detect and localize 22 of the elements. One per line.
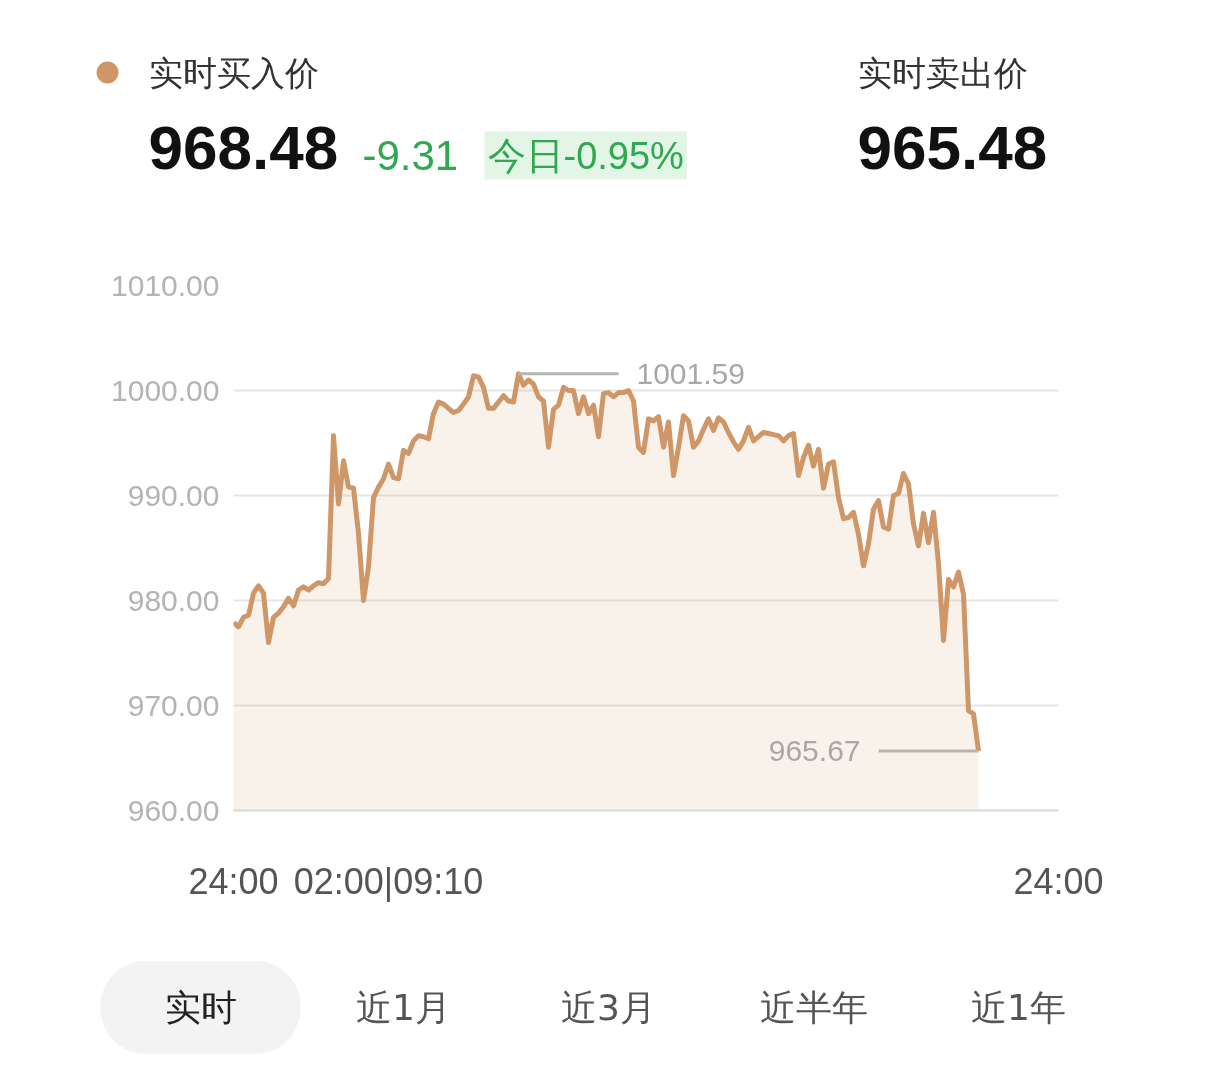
- text: 968.48: [148, 112, 339, 182]
- x-tick-label: 02:00|09:10: [293, 860, 484, 902]
- y-tick-label: 960.00: [127, 793, 220, 827]
- data-label: 1001.59: [636, 356, 745, 390]
- text: 近1月: [356, 987, 451, 1028]
- y-tick-label: 990.00: [127, 478, 220, 512]
- text: 近3月: [561, 987, 656, 1028]
- y-tick-label: 1010.00: [111, 268, 220, 302]
- text: 近半年: [759, 987, 868, 1028]
- y-tick-label: 1000.00: [111, 373, 220, 407]
- text: 实时卖出价: [857, 53, 1028, 92]
- data-label: 965.67: [768, 733, 861, 767]
- text: 实时: [164, 987, 237, 1028]
- text: -9.31: [362, 132, 459, 179]
- y-tick-label: 970.00: [127, 688, 220, 722]
- text: 今日-0.95%: [487, 134, 684, 177]
- text: 965.48: [857, 112, 1048, 182]
- legend-label: 实时买入价: [148, 52, 319, 93]
- y-tick-label: 980.00: [127, 583, 220, 617]
- x-tick-label: 24:00: [188, 860, 279, 902]
- text: 近1年: [971, 987, 1066, 1028]
- x-tick-label: 24:00: [1013, 860, 1104, 902]
